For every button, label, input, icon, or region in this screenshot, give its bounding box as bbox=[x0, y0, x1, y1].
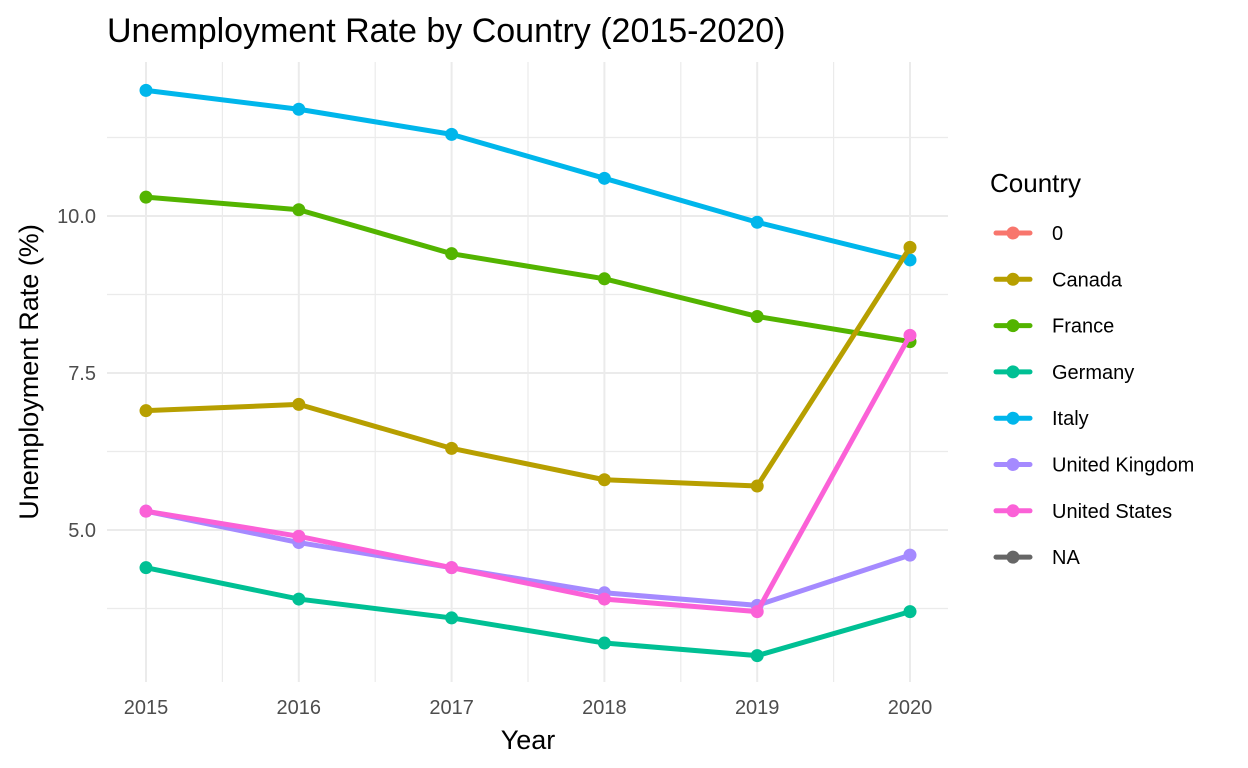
legend: Country 0 Canada France Germany Italy United … bbox=[990, 168, 1194, 569]
legend-item: 0 bbox=[993, 223, 1063, 245]
data-point bbox=[750, 479, 764, 493]
grid bbox=[107, 62, 948, 682]
legend-label: NA bbox=[1052, 547, 1080, 569]
legend-key-point bbox=[1006, 226, 1020, 240]
legend-label: Canada bbox=[1052, 269, 1123, 291]
series-line bbox=[143, 565, 913, 659]
data-point bbox=[445, 611, 459, 625]
legend-key-point bbox=[1006, 272, 1020, 286]
series-line bbox=[143, 87, 913, 263]
data-point bbox=[750, 215, 764, 229]
legend-key-point bbox=[1006, 504, 1020, 518]
data-point bbox=[597, 592, 611, 606]
legend-key-point bbox=[1006, 550, 1020, 564]
data-point bbox=[903, 240, 917, 254]
series-italy bbox=[139, 83, 917, 267]
data-point bbox=[903, 605, 917, 619]
y-tick-label: 7.5 bbox=[68, 363, 96, 385]
series-line bbox=[143, 244, 913, 489]
legend-label: Germany bbox=[1052, 362, 1134, 384]
series-united-states bbox=[139, 328, 917, 619]
series-canada bbox=[139, 240, 917, 493]
legend-title: Country bbox=[990, 168, 1081, 198]
x-tick-label: 2019 bbox=[735, 697, 780, 719]
series-group bbox=[139, 83, 917, 663]
legend-item: Italy bbox=[993, 408, 1089, 430]
data-point bbox=[139, 83, 153, 97]
legend-key-point bbox=[1006, 365, 1020, 379]
x-tick-label: 2020 bbox=[888, 697, 933, 719]
legend-item: France bbox=[993, 316, 1114, 338]
data-point bbox=[139, 561, 153, 575]
chart-title: Unemployment Rate by Country (2015-2020) bbox=[107, 12, 785, 50]
data-point bbox=[292, 529, 306, 543]
data-point bbox=[903, 328, 917, 342]
data-point bbox=[750, 309, 764, 323]
data-point bbox=[292, 203, 306, 217]
data-point bbox=[597, 272, 611, 286]
y-tick-label: 10.0 bbox=[57, 206, 96, 228]
data-point bbox=[292, 397, 306, 411]
y-tick-label: 5.0 bbox=[68, 520, 96, 542]
legend-label: United Kingdom bbox=[1052, 455, 1194, 477]
data-point bbox=[750, 605, 764, 619]
data-point bbox=[292, 592, 306, 606]
data-point bbox=[445, 561, 459, 575]
legend-item: United Kingdom bbox=[993, 455, 1194, 477]
legend-label: United States bbox=[1052, 501, 1172, 523]
data-point bbox=[597, 171, 611, 185]
data-point bbox=[903, 548, 917, 562]
legend-item: Germany bbox=[993, 362, 1134, 384]
data-point bbox=[292, 102, 306, 116]
legend-item: Canada bbox=[993, 269, 1123, 291]
legend-key-point bbox=[1006, 411, 1020, 425]
x-axis-ticks: 2015 2016 2017 2018 2019 2020 bbox=[124, 697, 933, 719]
legend-key-point bbox=[1006, 319, 1020, 333]
data-point bbox=[139, 190, 153, 204]
legend-label: Italy bbox=[1052, 408, 1089, 430]
legend-label: 0 bbox=[1052, 223, 1063, 245]
legend-label: France bbox=[1052, 316, 1114, 338]
data-point bbox=[445, 247, 459, 261]
series-line bbox=[143, 332, 913, 615]
x-tick-label: 2018 bbox=[582, 697, 627, 719]
x-tick-label: 2016 bbox=[277, 697, 322, 719]
y-axis-title: Unemployment Rate (%) bbox=[14, 224, 44, 520]
legend-item: NA bbox=[993, 547, 1080, 569]
x-axis-title: Year bbox=[501, 725, 556, 755]
legend-item: United States bbox=[993, 501, 1172, 523]
data-point bbox=[597, 636, 611, 650]
data-point bbox=[445, 441, 459, 455]
data-point bbox=[597, 473, 611, 487]
legend-key-point bbox=[1006, 458, 1020, 471]
series-line bbox=[143, 194, 913, 345]
series-line bbox=[143, 508, 913, 608]
x-tick-label: 2015 bbox=[124, 697, 169, 719]
data-point bbox=[139, 404, 153, 418]
series-germany bbox=[139, 561, 917, 663]
data-point bbox=[750, 649, 764, 663]
x-tick-label: 2017 bbox=[429, 697, 474, 719]
data-point bbox=[445, 127, 459, 141]
y-axis-ticks: 5.0 7.5 10.0 bbox=[57, 206, 96, 542]
data-point bbox=[139, 504, 153, 518]
